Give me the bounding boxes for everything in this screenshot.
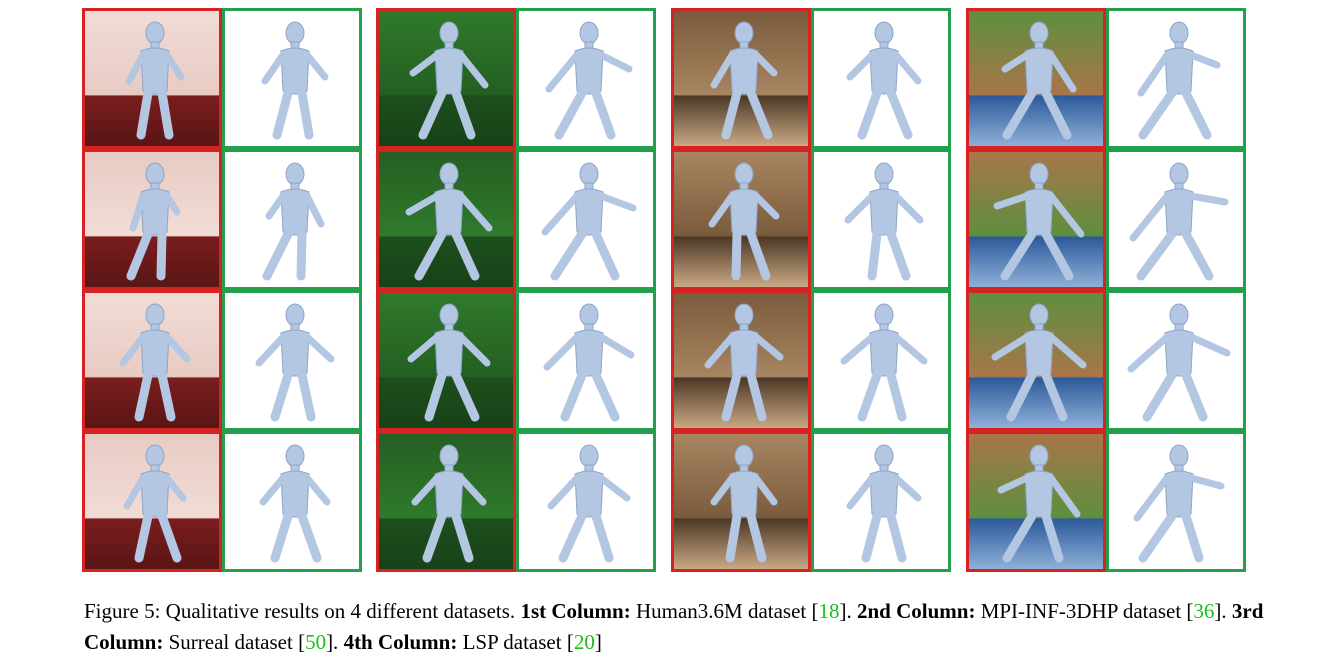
input-image bbox=[376, 290, 516, 431]
caption-bracket: ]. bbox=[326, 630, 344, 654]
mesh-reconstruction bbox=[811, 290, 951, 431]
input-image bbox=[671, 149, 811, 290]
column-human3-6m bbox=[82, 8, 362, 574]
caption-bracket: [ bbox=[566, 630, 574, 654]
caption-col1-text: Human3.6M dataset bbox=[630, 599, 812, 623]
caption-col3-text: Surreal dataset bbox=[163, 630, 299, 654]
input-image bbox=[376, 8, 516, 149]
citation-link-36[interactable]: 36 bbox=[1193, 599, 1215, 623]
input-image bbox=[82, 8, 222, 149]
mesh-reconstruction bbox=[222, 290, 362, 431]
input-image bbox=[966, 431, 1106, 572]
caption-bracket: [ bbox=[298, 630, 306, 654]
caption-bracket: ] bbox=[594, 630, 602, 654]
input-image bbox=[376, 431, 516, 572]
caption-bracket: ]. bbox=[1214, 599, 1232, 623]
input-image bbox=[671, 8, 811, 149]
caption-bracket: [ bbox=[1186, 599, 1194, 623]
qualitative-results-figure bbox=[82, 8, 1252, 574]
caption-col3-heading: 3rd Column: bbox=[84, 599, 1264, 654]
input-image bbox=[966, 8, 1106, 149]
mesh-reconstruction bbox=[1106, 8, 1246, 149]
caption-col2-text: MPI-INF-3DHP dataset bbox=[975, 599, 1187, 623]
input-image bbox=[966, 149, 1106, 290]
mesh-reconstruction bbox=[516, 290, 656, 431]
mesh-reconstruction bbox=[1106, 149, 1246, 290]
mesh-reconstruction bbox=[1106, 431, 1246, 572]
mesh-reconstruction bbox=[811, 8, 951, 149]
mesh-reconstruction bbox=[516, 431, 656, 572]
caption-col1-heading: 1st Column: bbox=[520, 599, 631, 623]
caption-bracket: [ bbox=[811, 599, 819, 623]
input-image bbox=[966, 290, 1106, 431]
caption-bracket: ]. bbox=[839, 599, 857, 623]
mesh-reconstruction bbox=[1106, 290, 1246, 431]
citation-link-18[interactable]: 18 bbox=[818, 599, 840, 623]
figure-caption: Figure 5: Qualitative results on 4 diffe… bbox=[84, 596, 1314, 658]
mesh-reconstruction bbox=[516, 8, 656, 149]
caption-intro: Qualitative results on 4 different datas… bbox=[160, 599, 521, 623]
caption-col4-heading: 4th Column: bbox=[343, 630, 458, 654]
input-image bbox=[376, 149, 516, 290]
mesh-reconstruction bbox=[516, 149, 656, 290]
mesh-reconstruction bbox=[222, 149, 362, 290]
input-image bbox=[82, 149, 222, 290]
input-image bbox=[82, 431, 222, 572]
column-lsp bbox=[966, 8, 1246, 574]
input-image bbox=[671, 431, 811, 572]
caption-label: Figure 5: bbox=[84, 599, 161, 623]
citation-link-50[interactable]: 50 bbox=[305, 630, 327, 654]
mesh-reconstruction bbox=[811, 431, 951, 572]
input-image bbox=[671, 290, 811, 431]
column-surreal bbox=[671, 8, 951, 574]
column-mpi-inf-3dhp bbox=[376, 8, 656, 574]
mesh-reconstruction bbox=[222, 8, 362, 149]
caption-col4-text: LSP dataset bbox=[457, 630, 567, 654]
mesh-reconstruction bbox=[811, 149, 951, 290]
caption-col2-heading: 2nd Column: bbox=[857, 599, 976, 623]
mesh-reconstruction bbox=[222, 431, 362, 572]
citation-link-20[interactable]: 20 bbox=[573, 630, 595, 654]
input-image bbox=[82, 290, 222, 431]
